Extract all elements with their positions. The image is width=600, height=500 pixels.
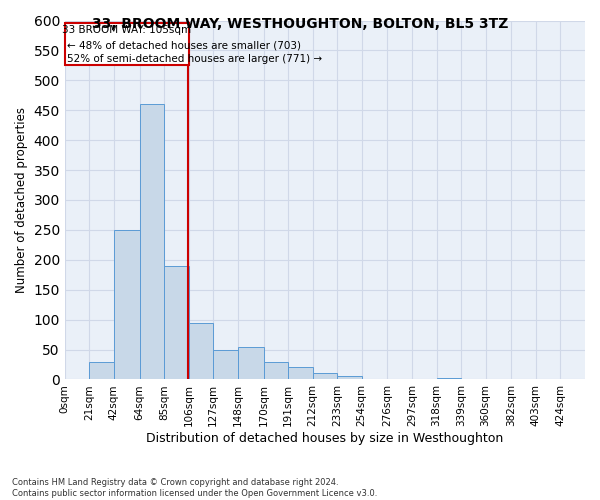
Text: 33, BROOM WAY, WESTHOUGHTON, BOLTON, BL5 3TZ: 33, BROOM WAY, WESTHOUGHTON, BOLTON, BL5… bbox=[92, 18, 508, 32]
Bar bbox=[164, 266, 189, 380]
Bar bbox=[189, 322, 213, 380]
Bar bbox=[263, 362, 288, 380]
Bar bbox=[313, 374, 337, 380]
Bar bbox=[140, 104, 164, 380]
Bar bbox=[114, 230, 140, 380]
Bar bbox=[337, 376, 362, 380]
Bar bbox=[437, 378, 461, 380]
Text: Contains HM Land Registry data © Crown copyright and database right 2024.
Contai: Contains HM Land Registry data © Crown c… bbox=[12, 478, 377, 498]
Y-axis label: Number of detached properties: Number of detached properties bbox=[15, 107, 28, 293]
Bar bbox=[238, 346, 263, 380]
Bar bbox=[288, 368, 313, 380]
Bar bbox=[89, 362, 114, 380]
Bar bbox=[213, 350, 238, 380]
Text: 52% of semi-detached houses are larger (771) →: 52% of semi-detached houses are larger (… bbox=[67, 54, 323, 64]
Text: ← 48% of detached houses are smaller (703): ← 48% of detached houses are smaller (70… bbox=[67, 40, 301, 50]
X-axis label: Distribution of detached houses by size in Westhoughton: Distribution of detached houses by size … bbox=[146, 432, 503, 445]
Text: 33 BROOM WAY: 105sqm: 33 BROOM WAY: 105sqm bbox=[62, 24, 191, 34]
FancyBboxPatch shape bbox=[65, 24, 189, 66]
